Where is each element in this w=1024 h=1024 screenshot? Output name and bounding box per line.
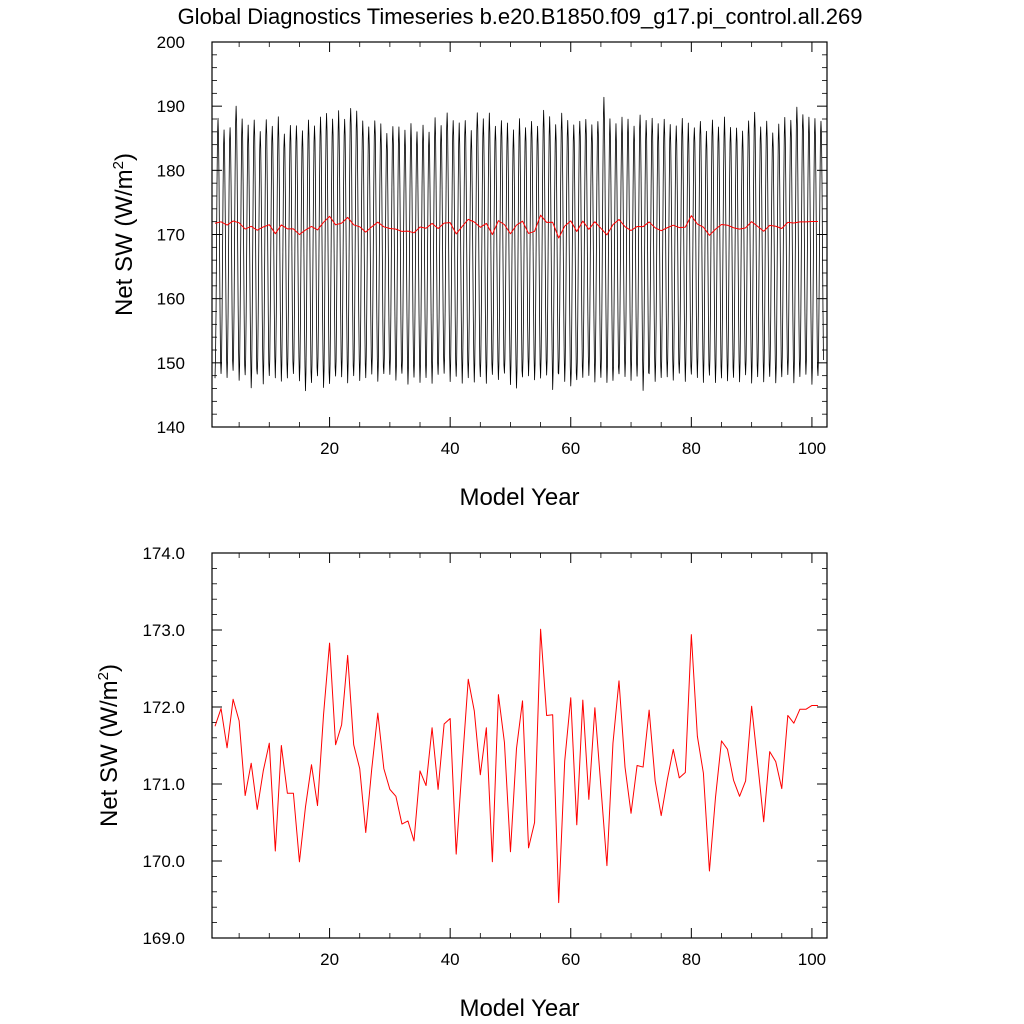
chart-title: Global Diagnostics Timeseries b.e20.B185… xyxy=(178,4,863,29)
y-tick-label: 172.0 xyxy=(142,698,185,717)
x-tick-label: 80 xyxy=(682,950,701,969)
series-layer xyxy=(214,628,818,904)
timeseries-panel-annual: 20 40 60 80 100 169.0 170.0 171.0 172.0 173.0 174.… xyxy=(95,544,828,1022)
x-tick-label: 40 xyxy=(441,950,460,969)
axis-ticks: 20 40 60 80 100 169.0 170.0 171.0 172.0 173.0 174.… xyxy=(142,544,827,969)
x-tick-label: 100 xyxy=(798,950,826,969)
x-tick-label: 60 xyxy=(561,950,580,969)
y-axis-label-main: Net SW (W/m xyxy=(111,169,138,316)
axis-ticks: 20 40 60 80 100 140 150 160 170 180 190 200 xyxy=(157,33,827,458)
x-tick-label: 80 xyxy=(682,439,701,458)
plot-frame xyxy=(211,552,828,939)
y-tick-label: 180 xyxy=(157,161,185,180)
y-tick-label: 171.0 xyxy=(142,775,185,794)
x-tick-label: 60 xyxy=(561,439,580,458)
y-tick-label: 150 xyxy=(157,354,185,373)
x-tick-label: 100 xyxy=(798,439,826,458)
series-line-monthly xyxy=(214,96,824,392)
series-line-annual xyxy=(214,214,818,239)
y-axis-label-superscript: 2 xyxy=(110,161,127,169)
timeseries-panel-monthly: 20 40 60 80 100 140 150 160 170 180 190 200 Model Y… xyxy=(110,33,828,511)
y-tick-label: 190 xyxy=(157,97,185,116)
x-tick-label: 20 xyxy=(320,439,339,458)
y-tick-label: 200 xyxy=(157,33,185,52)
series-layer xyxy=(214,96,824,392)
y-axis-label: Net SW (W/m2) xyxy=(110,153,138,316)
y-tick-label: 170.0 xyxy=(142,852,185,871)
x-axis-label: Model Year xyxy=(459,484,579,511)
y-axis-label-close: ) xyxy=(96,664,123,672)
series-line-annual xyxy=(214,628,818,904)
x-tick-label: 40 xyxy=(441,439,460,458)
y-tick-label: 169.0 xyxy=(142,929,185,948)
y-tick-label: 173.0 xyxy=(142,621,185,640)
y-axis-label-main: Net SW (W/m xyxy=(96,680,123,827)
y-axis-label-superscript: 2 xyxy=(95,672,112,680)
y-tick-label: 174.0 xyxy=(142,544,185,563)
plot-frame xyxy=(211,41,828,428)
x-tick-label: 20 xyxy=(320,950,339,969)
x-axis-label: Model Year xyxy=(459,995,579,1022)
y-axis-label: Net SW (W/m2) xyxy=(95,664,123,827)
y-tick-label: 160 xyxy=(157,290,185,309)
y-tick-label: 170 xyxy=(157,226,185,245)
y-tick-label: 140 xyxy=(157,418,185,437)
y-axis-label-close: ) xyxy=(111,153,138,161)
